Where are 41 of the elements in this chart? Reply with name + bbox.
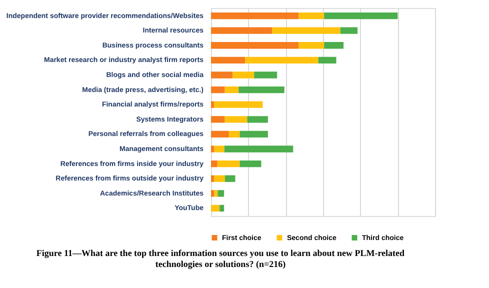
bar — [240, 160, 262, 168]
bar — [224, 86, 239, 94]
bar — [220, 204, 224, 212]
bar — [272, 27, 340, 34]
bar — [298, 12, 324, 20]
bar — [340, 27, 358, 34]
bar — [228, 130, 240, 138]
bar — [211, 160, 218, 168]
bar — [298, 42, 324, 49]
bar — [211, 146, 214, 152]
bar — [211, 130, 229, 138]
bar — [240, 130, 268, 138]
text: Figure 11—What are the top three information sources you use to learn about new PLM-related technologies or solutions? (n=216) — [36, 248, 405, 269]
bar — [214, 101, 263, 108]
bar — [224, 116, 248, 123]
bar — [247, 116, 268, 123]
bar — [211, 12, 299, 20]
bar — [211, 27, 272, 34]
bar — [211, 86, 225, 94]
bar — [211, 190, 214, 197]
bar — [211, 175, 214, 182]
bar — [324, 12, 398, 20]
bar — [211, 116, 225, 123]
bar — [217, 160, 240, 168]
bar — [324, 42, 344, 49]
bar — [211, 56, 246, 64]
bar — [238, 86, 284, 94]
bar — [211, 101, 214, 108]
bar — [211, 42, 299, 49]
bar — [232, 72, 254, 78]
bar — [214, 175, 225, 182]
bar — [318, 56, 336, 64]
bar — [225, 175, 236, 182]
bar — [224, 146, 294, 152]
bar — [254, 72, 278, 78]
bar — [214, 146, 224, 152]
bar — [245, 56, 318, 64]
bar — [218, 190, 224, 197]
bar — [214, 190, 218, 197]
bar — [211, 72, 233, 78]
bar — [211, 204, 220, 212]
